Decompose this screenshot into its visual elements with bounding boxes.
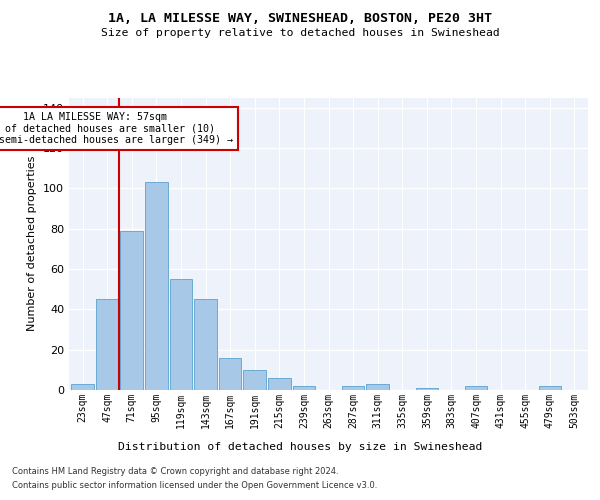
Bar bbox=[219, 358, 241, 390]
Bar bbox=[96, 299, 118, 390]
Bar bbox=[293, 386, 315, 390]
Bar bbox=[71, 384, 94, 390]
Text: 1A, LA MILESSE WAY, SWINESHEAD, BOSTON, PE20 3HT: 1A, LA MILESSE WAY, SWINESHEAD, BOSTON, … bbox=[108, 12, 492, 26]
Y-axis label: Number of detached properties: Number of detached properties bbox=[28, 156, 37, 332]
Bar bbox=[268, 378, 290, 390]
Text: Contains public sector information licensed under the Open Government Licence v3: Contains public sector information licen… bbox=[12, 481, 377, 490]
Bar bbox=[170, 279, 192, 390]
Bar bbox=[244, 370, 266, 390]
Bar bbox=[145, 182, 167, 390]
Text: Contains HM Land Registry data © Crown copyright and database right 2024.: Contains HM Land Registry data © Crown c… bbox=[12, 468, 338, 476]
Bar bbox=[194, 299, 217, 390]
Bar bbox=[367, 384, 389, 390]
Text: Distribution of detached houses by size in Swineshead: Distribution of detached houses by size … bbox=[118, 442, 482, 452]
Bar bbox=[416, 388, 438, 390]
Text: 1A LA MILESSE WAY: 57sqm
← 3% of detached houses are smaller (10)
97% of semi-de: 1A LA MILESSE WAY: 57sqm ← 3% of detache… bbox=[0, 112, 233, 145]
Bar bbox=[121, 230, 143, 390]
Bar bbox=[342, 386, 364, 390]
Bar bbox=[539, 386, 561, 390]
Text: Size of property relative to detached houses in Swineshead: Size of property relative to detached ho… bbox=[101, 28, 499, 38]
Bar bbox=[465, 386, 487, 390]
